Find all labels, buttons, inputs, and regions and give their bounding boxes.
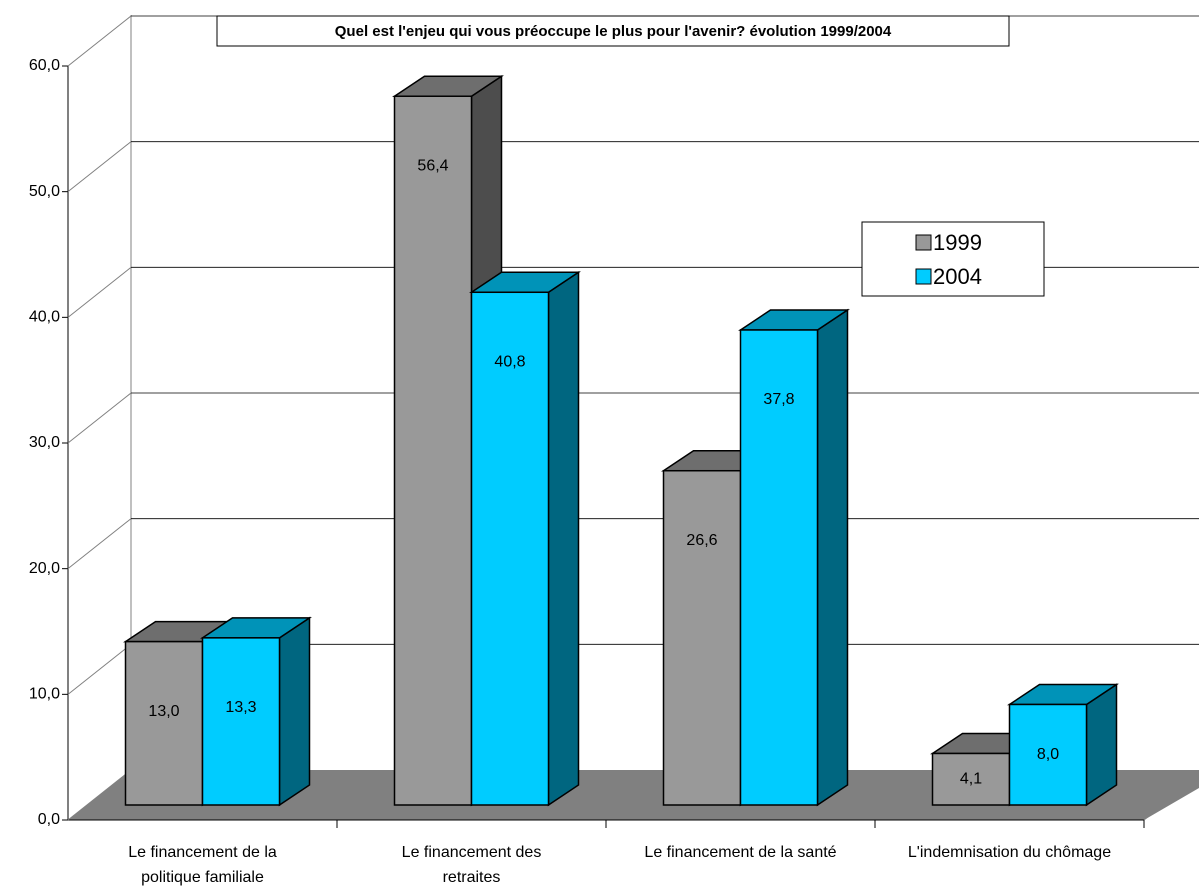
- bar: [393, 95, 473, 806]
- legend-swatch: [915, 268, 932, 285]
- grid-line: [67, 141, 132, 193]
- value-label: 8,0: [1037, 746, 1059, 763]
- value-label: 4,1: [960, 770, 982, 787]
- value-label: 37,8: [763, 391, 794, 408]
- value-label: 13,0: [148, 703, 179, 720]
- grid-line: [67, 392, 132, 444]
- bar: [201, 637, 281, 806]
- bar-side: [547, 270, 580, 807]
- value-label: 40,8: [494, 353, 525, 370]
- grid-line: [67, 266, 132, 318]
- y-tick-label: 60,0: [29, 57, 60, 74]
- y-tick-label: 30,0: [29, 434, 60, 451]
- bar-side: [1085, 683, 1118, 807]
- bar: [662, 469, 742, 806]
- x-tick-label: Le financement de la santé: [644, 844, 836, 861]
- x-tick-label: L'indemnisation du chômage: [908, 844, 1111, 861]
- grid-line: [67, 15, 132, 67]
- x-tick-label: Le financement des retraites: [402, 844, 542, 886]
- y-tick-label: 0,0: [38, 811, 60, 828]
- floor-edge: [1143, 776, 1199, 821]
- bars: [123, 74, 1119, 807]
- floor: [68, 770, 1199, 820]
- y-tick-label: 50,0: [29, 183, 60, 200]
- value-label: 56,4: [417, 157, 448, 174]
- bar: [1008, 703, 1088, 806]
- chart-title: Quel est l'enjeu qui vous préoccupe le p…: [335, 23, 892, 40]
- labels: 0,0 10,0 20,0 30,0 40,0 50,0 60,0 Le financemen…: [29, 57, 1111, 886]
- x-tick-label: Le financement de la politique familiale: [128, 844, 277, 886]
- value-label: 13,3: [225, 699, 256, 716]
- legend: 1999 2004: [915, 230, 982, 289]
- legend-box: [861, 221, 1045, 297]
- bar-side: [278, 616, 311, 807]
- y-tick-label: 10,0: [29, 686, 60, 703]
- value-label: 26,6: [686, 532, 717, 549]
- bar: [739, 329, 819, 806]
- bar: [470, 291, 550, 806]
- legend-swatch: [915, 234, 932, 251]
- y-tick-label: 20,0: [29, 560, 60, 577]
- title-box: [216, 15, 1010, 47]
- grid-line: [67, 518, 132, 570]
- legend-label: 1999: [933, 230, 982, 255]
- bar-side: [816, 308, 849, 807]
- grid-line: [67, 643, 132, 695]
- bar: [124, 640, 204, 806]
- floor-edge: [67, 769, 132, 821]
- y-tick-label: 40,0: [29, 309, 60, 326]
- legend-label: 2004: [933, 264, 982, 289]
